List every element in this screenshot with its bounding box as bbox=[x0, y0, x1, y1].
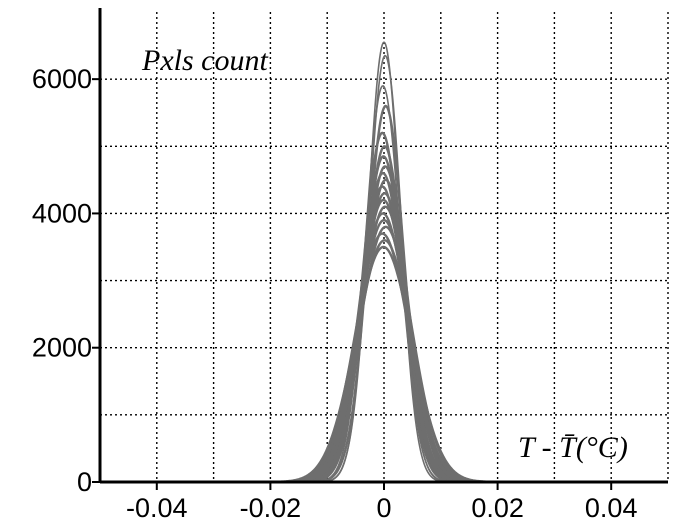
series-curve bbox=[270, 245, 498, 484]
x-tick-label: -0.02 bbox=[240, 493, 302, 523]
x-tick-label: 0.04 bbox=[585, 493, 638, 523]
x-axis-label: T - T̄(°C) bbox=[518, 431, 628, 464]
series-curve bbox=[270, 178, 498, 484]
x-tick-label: -0.04 bbox=[126, 493, 188, 523]
axes bbox=[92, 8, 668, 490]
y-tick-label: 2000 bbox=[32, 333, 92, 363]
series-curve bbox=[270, 145, 498, 484]
y-tick-label: 4000 bbox=[32, 198, 92, 228]
series-curve bbox=[270, 239, 498, 484]
x-tick-label: 0 bbox=[376, 493, 391, 523]
y-axis-label: Pxls count bbox=[141, 44, 268, 77]
tick-labels: 0 2000 4000 6000 -0.04 -0.02 0 0.02 0.04 bbox=[32, 64, 638, 523]
x-tick-label: 0.02 bbox=[471, 493, 524, 523]
grid bbox=[99, 12, 669, 482]
y-tick-label: 6000 bbox=[32, 64, 92, 94]
y-tick-label: 0 bbox=[77, 467, 92, 497]
